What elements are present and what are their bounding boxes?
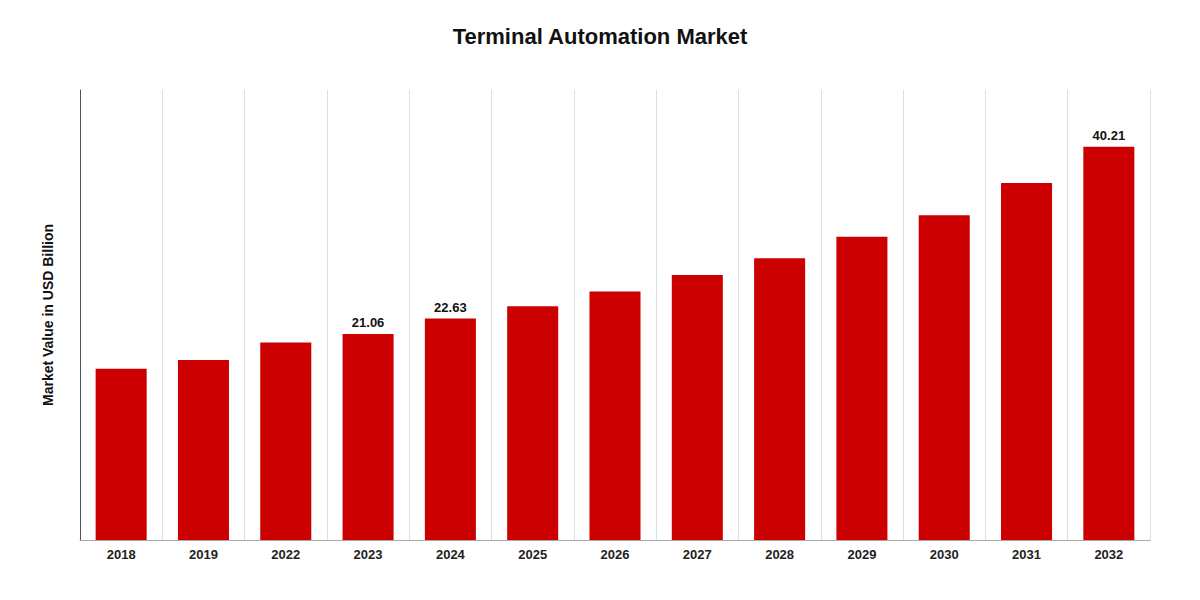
svg-text:22.63: 22.63	[434, 300, 467, 315]
svg-text:2024: 2024	[436, 547, 466, 562]
svg-text:2028: 2028	[765, 547, 794, 562]
svg-text:2029: 2029	[847, 547, 876, 562]
svg-text:40.21: 40.21	[1093, 128, 1126, 143]
svg-text:2026: 2026	[601, 547, 630, 562]
svg-text:2023: 2023	[354, 547, 383, 562]
svg-text:2019: 2019	[189, 547, 218, 562]
svg-text:2030: 2030	[930, 547, 959, 562]
svg-text:2031: 2031	[1012, 547, 1041, 562]
svg-text:2022: 2022	[271, 547, 300, 562]
svg-text:2032: 2032	[1094, 547, 1123, 562]
svg-text:2027: 2027	[683, 547, 712, 562]
svg-text:Market Value in USD Billion: Market Value in USD Billion	[40, 224, 56, 406]
svg-text:2025: 2025	[518, 547, 547, 562]
svg-text:2018: 2018	[107, 547, 136, 562]
svg-text:Terminal Automation Market: Terminal Automation Market	[453, 24, 748, 49]
svg-text:21.06: 21.06	[352, 315, 385, 330]
